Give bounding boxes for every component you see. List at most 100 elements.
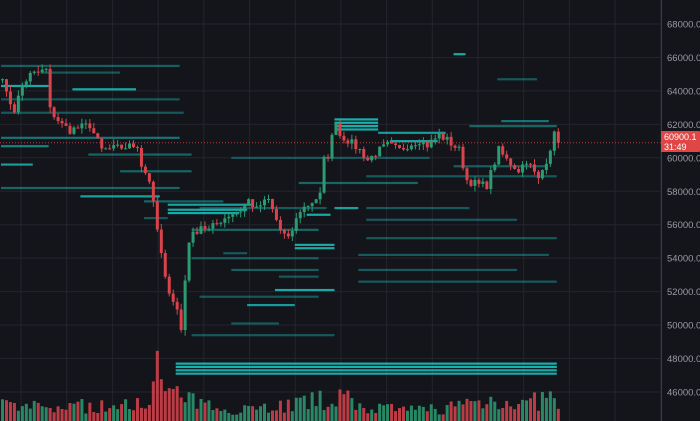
candle-body: [334, 123, 338, 135]
candle-body: [326, 156, 330, 159]
heatmap-level: [278, 275, 319, 278]
candle-body: [88, 123, 92, 129]
candle-body: [243, 204, 247, 212]
candle-body: [282, 230, 286, 234]
volume-bar: [52, 412, 56, 421]
volume-bar: [104, 411, 108, 421]
candle-body: [366, 158, 370, 161]
candle-body: [469, 180, 473, 186]
candle-body: [239, 211, 243, 213]
volume-bar: [171, 389, 175, 421]
volume-bar: [405, 410, 409, 421]
candle-body: [318, 192, 322, 200]
volume-bar: [461, 404, 465, 421]
candle-body: [80, 123, 84, 129]
candle-body: [556, 131, 560, 143]
candle-body: [497, 146, 501, 165]
candle-body: [433, 138, 437, 140]
volume-bar: [239, 412, 243, 421]
candle-body: [100, 138, 104, 149]
volume-bar: [44, 407, 48, 421]
candle-body: [302, 206, 306, 213]
volume-bar: [278, 400, 282, 421]
volume-bar: [529, 398, 533, 421]
volume-bar: [441, 414, 445, 421]
candle-body: [509, 158, 513, 166]
volume-bar: [378, 403, 382, 421]
candle-body: [207, 228, 211, 230]
volume-bar: [469, 400, 473, 421]
volume-bar: [179, 397, 183, 421]
volume-bar: [259, 406, 263, 421]
heatmap-level: [366, 206, 470, 210]
volume-bar: [540, 392, 544, 421]
candle-body: [132, 143, 136, 148]
volume-bar: [40, 406, 44, 421]
candle-body: [76, 127, 80, 129]
candle-body: [544, 163, 548, 171]
candle-body: [441, 133, 445, 140]
candle-body: [338, 123, 342, 136]
candle-body: [12, 104, 16, 113]
candle-body: [413, 145, 417, 147]
candle-body: [382, 144, 386, 147]
volume-bar: [12, 402, 16, 421]
heatmap-level: [378, 131, 446, 134]
volume-bar: [401, 406, 405, 421]
candle-body: [72, 127, 76, 134]
volume-bar: [159, 379, 163, 421]
volume-bar: [286, 399, 290, 421]
volume-bar: [521, 399, 525, 421]
candle-body: [306, 206, 310, 208]
volume-bar: [48, 407, 52, 421]
candle-body: [52, 107, 56, 118]
volume-bar: [187, 392, 191, 421]
volume-bar: [128, 409, 132, 421]
candle-body: [203, 226, 207, 229]
volume-bar: [263, 403, 267, 421]
volume-bar: [548, 391, 552, 421]
heatmap-level: [175, 365, 557, 369]
candle-body: [259, 205, 263, 207]
candle-body: [135, 147, 139, 149]
volume-bar: [358, 403, 362, 421]
heatmap-level: [306, 213, 331, 216]
candle-body: [489, 170, 493, 190]
candle-body: [409, 145, 413, 150]
volume-bar: [425, 411, 429, 421]
candle-body: [290, 230, 294, 237]
candle-body: [32, 71, 36, 73]
volume-bar: [302, 395, 306, 421]
volume-bar: [207, 400, 211, 421]
last-price-label: 60900.1 31:49: [661, 131, 700, 152]
candle-body: [493, 164, 497, 171]
volume-bar: [76, 401, 80, 421]
volume-bar: [350, 398, 354, 421]
candle-body: [40, 69, 44, 73]
volume-bar: [120, 404, 124, 421]
heatmap-level: [167, 203, 252, 206]
volume-bar: [139, 407, 143, 421]
candle-body: [350, 139, 354, 144]
volume-bar: [227, 412, 231, 421]
candle-body: [231, 214, 235, 217]
volume-bar: [338, 389, 342, 421]
candle-body: [529, 163, 533, 165]
volume-bar: [485, 404, 489, 421]
volume-bar: [255, 409, 259, 421]
volume-bar: [270, 410, 274, 421]
volume-bar: [274, 410, 278, 421]
candle-body: [179, 309, 183, 330]
volume-bar: [143, 408, 147, 421]
heatmap-level: [390, 140, 438, 143]
candle-body: [548, 150, 552, 164]
candle-body: [223, 218, 227, 223]
candle-body: [163, 253, 167, 277]
heatmap-level: [167, 208, 248, 211]
candle-body: [8, 91, 12, 105]
heatmap-level: [199, 206, 327, 210]
volume-bar: [151, 381, 155, 421]
volume-bar: [552, 398, 556, 421]
